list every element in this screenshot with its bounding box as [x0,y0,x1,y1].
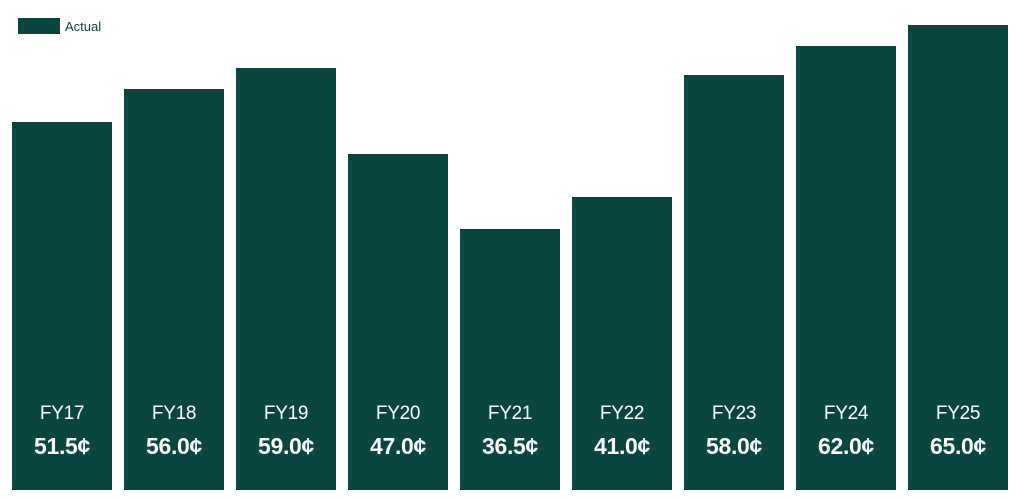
legend-swatch [18,18,60,34]
value-label: 65.0¢ [929,433,987,459]
category-label: FY18 [151,403,197,424]
value-label: 47.0¢ [369,433,427,459]
category-label: FY23 [711,403,757,424]
bar-fy21: FY21 36.5¢ [460,229,560,490]
bar-fy22: FY22 41.0¢ [572,197,672,490]
category-label: FY21 [487,403,533,424]
bar-fy23: FY23 58.0¢ [684,75,784,490]
category-label: FY17 [39,403,85,424]
legend-label: Actual [65,18,102,34]
category-label: FY25 [935,403,981,424]
value-label: 41.0¢ [593,433,651,459]
value-label: 62.0¢ [817,433,875,459]
bar-fy18: FY18 56.0¢ [124,89,224,490]
category-label: FY22 [599,403,645,424]
bar-fy24: FY24 62.0¢ [796,46,896,490]
value-label: 59.0¢ [257,433,315,459]
category-label: FY20 [375,403,421,424]
value-label: 36.5¢ [481,433,539,459]
bar-fy25: FY25 65.0¢ [908,25,1008,490]
value-label: 51.5¢ [33,433,91,459]
value-label: 56.0¢ [145,433,203,459]
category-label: FY24 [823,403,869,424]
bar-fy20: FY20 47.0¢ [348,154,448,490]
bar-fy19: FY19 59.0¢ [236,68,336,490]
category-label: FY19 [263,403,309,424]
bar-fy17: FY17 51.5¢ [12,122,112,490]
legend: Actual [18,17,101,35]
value-label: 58.0¢ [705,433,763,459]
